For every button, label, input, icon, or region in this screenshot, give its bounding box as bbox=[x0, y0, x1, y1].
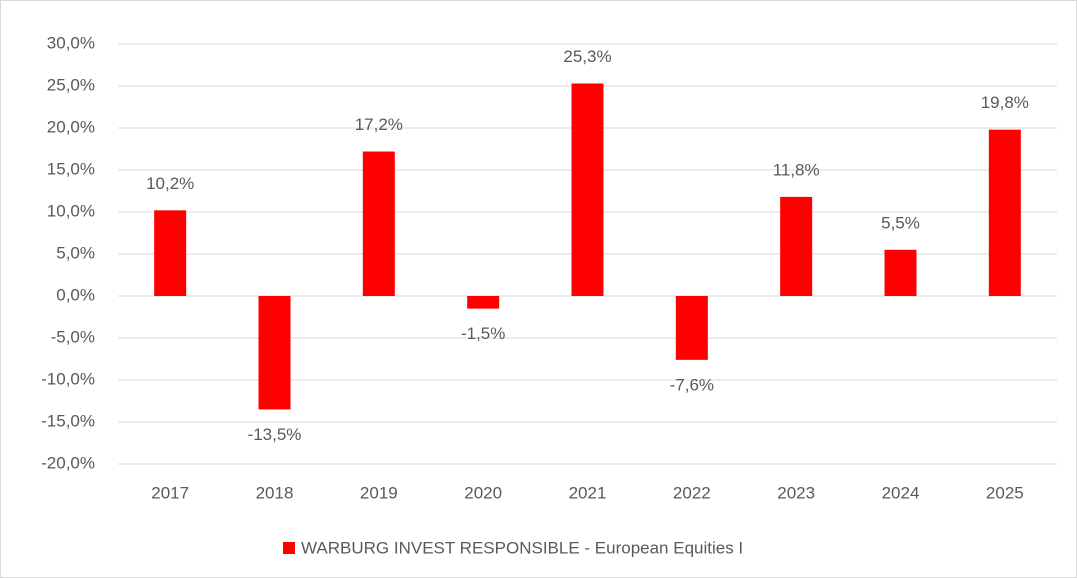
x-tick-label: 2019 bbox=[360, 483, 398, 502]
y-tick-label: -10,0% bbox=[41, 369, 95, 388]
y-tick-label: -20,0% bbox=[41, 453, 95, 472]
y-tick-label: 0,0% bbox=[56, 285, 95, 304]
bar bbox=[362, 151, 395, 296]
x-tick-label: 2018 bbox=[256, 483, 294, 502]
bar bbox=[884, 249, 917, 296]
data-label: 17,2% bbox=[355, 115, 403, 134]
y-tick-label: -5,0% bbox=[51, 327, 95, 346]
bar bbox=[571, 83, 604, 296]
x-tick-label: 2023 bbox=[777, 483, 815, 502]
data-label: -13,5% bbox=[248, 425, 302, 444]
bar bbox=[258, 296, 291, 410]
data-label: 5,5% bbox=[881, 213, 920, 232]
data-label: 19,8% bbox=[981, 93, 1029, 112]
y-tick-label: 30,0% bbox=[47, 33, 95, 52]
x-tick-label: 2020 bbox=[464, 483, 502, 502]
y-tick-label: 20,0% bbox=[47, 117, 95, 136]
legend-label: WARBURG INVEST RESPONSIBLE - European Eq… bbox=[301, 538, 743, 557]
data-label: 10,2% bbox=[146, 174, 194, 193]
bar bbox=[154, 210, 187, 296]
y-tick-label: 25,0% bbox=[47, 75, 95, 94]
y-tick-label: 15,0% bbox=[47, 159, 95, 178]
data-label: 11,8% bbox=[773, 160, 820, 179]
x-tick-label: 2021 bbox=[569, 483, 607, 502]
x-tick-label: 2025 bbox=[986, 483, 1024, 502]
y-tick-label: 5,0% bbox=[56, 243, 95, 262]
bar bbox=[675, 296, 708, 360]
x-tick-label: 2022 bbox=[673, 483, 711, 502]
legend-swatch bbox=[283, 542, 295, 554]
y-tick-label: -15,0% bbox=[41, 411, 95, 430]
data-label: -7,6% bbox=[670, 375, 714, 394]
bar bbox=[988, 129, 1021, 296]
data-label: 25,3% bbox=[563, 47, 611, 66]
data-label: -1,5% bbox=[461, 324, 505, 343]
x-tick-label: 2017 bbox=[151, 483, 189, 502]
bar bbox=[467, 296, 500, 309]
y-tick-label: 10,0% bbox=[47, 201, 95, 220]
x-tick-label: 2024 bbox=[882, 483, 920, 502]
bar bbox=[780, 196, 813, 296]
